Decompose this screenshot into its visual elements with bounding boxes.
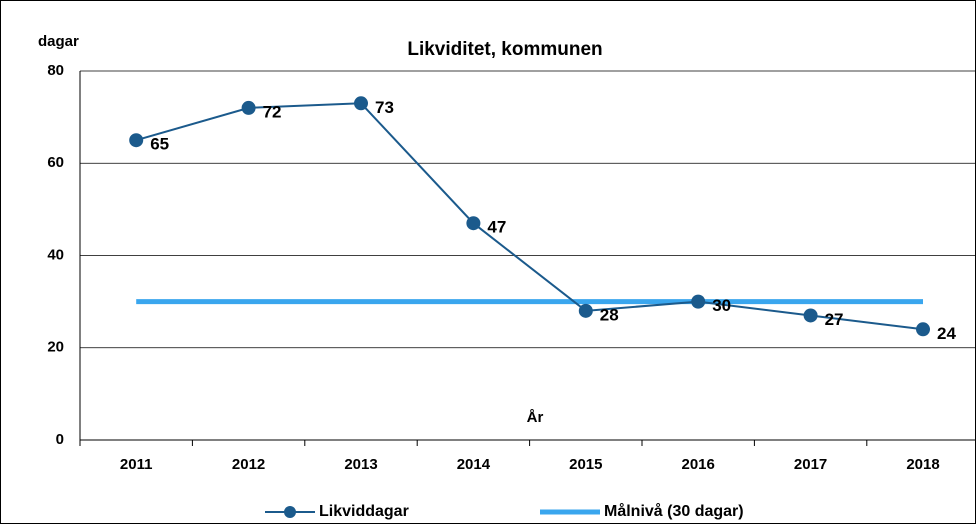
x-tick-label: 2015	[569, 456, 602, 473]
point	[578, 303, 593, 318]
y-tick-label: 0	[56, 431, 64, 448]
point	[354, 96, 368, 111]
x-tick-label: 2014	[457, 456, 491, 473]
point	[129, 133, 144, 148]
data-label: 73	[375, 98, 394, 117]
point	[466, 216, 481, 231]
y-axis-label: dagar	[38, 33, 79, 50]
point	[916, 322, 930, 337]
data-label: 30	[712, 296, 731, 315]
point	[803, 308, 818, 323]
data-label: 65	[150, 135, 169, 154]
x-axis-label: År	[527, 409, 544, 426]
data-label: 28	[600, 305, 619, 324]
data-label: 72	[263, 102, 282, 121]
x-tick-label: 2017	[794, 456, 827, 473]
x-tick-label: 2013	[344, 456, 377, 473]
y-tick-label: 80	[47, 62, 64, 79]
y-tick-label: 20	[47, 339, 64, 356]
data-label: 24	[937, 324, 956, 343]
point	[691, 294, 706, 309]
x-tick-label: 2012	[232, 456, 265, 473]
series-line	[135, 102, 924, 331]
legend-label: Likviddagar	[319, 503, 409, 520]
data-label: 27	[825, 310, 844, 329]
x-tick-label: 2018	[906, 456, 939, 473]
legend-marker	[284, 506, 296, 518]
x-tick-label: 2016	[682, 456, 715, 473]
y-tick-label: 60	[47, 154, 64, 171]
legend-label: Målnivå (30 dagar)	[604, 502, 744, 520]
y-tick-label: 40	[47, 246, 64, 263]
chart-title: Likviditet, kommunen	[407, 39, 602, 60]
x-tick-label: 2011	[120, 456, 153, 473]
point	[241, 100, 256, 115]
data-label: 47	[487, 218, 506, 237]
